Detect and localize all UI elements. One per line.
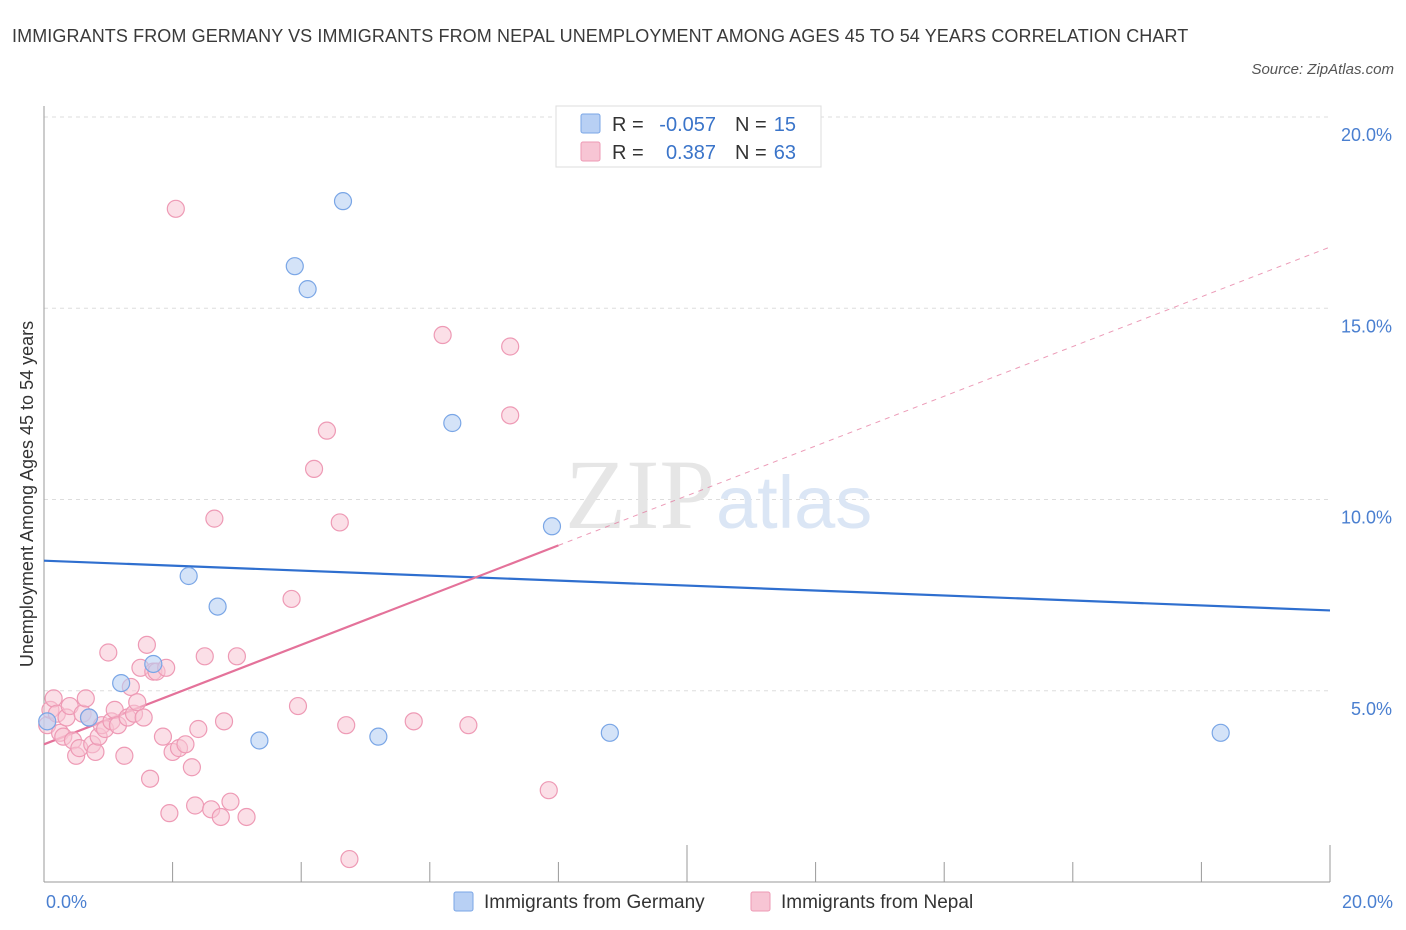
legend-nepal-r-value: 0.387 [666, 142, 716, 164]
x-tick-label-0: 0.0% [46, 892, 87, 912]
nepal-point-23 [115, 746, 134, 765]
nepal-point-64 [539, 781, 558, 800]
watermark-atlas: atlas [716, 461, 872, 544]
legend-germany-r-value: -0.057 [659, 114, 716, 136]
legend-germany-swatch [580, 113, 601, 134]
legend-germany-n-value: 15 [774, 114, 796, 136]
nepal-point-63 [501, 406, 520, 425]
nepal-point-47 [211, 807, 230, 827]
nepal-point-53 [288, 696, 308, 716]
germany-point-8 [298, 280, 317, 299]
germany-point-4 [179, 566, 198, 586]
y-axis-label: Unemployment Among Ages 45 to 54 years [17, 321, 37, 667]
nepal-point-49 [221, 792, 240, 811]
nepal-point-27 [128, 693, 147, 712]
watermark-zip: ZIP [565, 439, 715, 550]
nepal-point-59 [404, 712, 423, 731]
nepal-point-62 [501, 337, 520, 356]
nepal-point-50 [227, 647, 246, 666]
nepal-point-36 [160, 804, 179, 823]
germany-point-1 [79, 708, 99, 727]
axes [43, 106, 1331, 883]
germany-point-10 [369, 727, 388, 746]
grid-lines [44, 116, 1330, 692]
legend-nepal-n-label: N = [735, 142, 767, 164]
germany-point-0 [38, 712, 57, 731]
legend-nepal-n-value: 63 [774, 142, 796, 164]
y-tick-label-2: 15.0% [1341, 316, 1392, 336]
bottom-legend-nepal: Immigrants from Nepal [781, 892, 973, 913]
germany-point-12 [542, 517, 562, 536]
nepal-point-51 [237, 807, 256, 827]
germany-trend-line [43, 559, 1331, 612]
nepal-point-48 [214, 712, 234, 731]
nepal-point-58 [340, 849, 359, 869]
nepal-trend-extension [558, 246, 1331, 546]
chart-title: IMMIGRANTS FROM GERMANY VS IMMIGRANTS FR… [12, 26, 1189, 46]
germany-point-2 [112, 673, 131, 693]
legend-germany-n-label: N = [735, 114, 767, 136]
y-tick-label-3: 20.0% [1341, 125, 1392, 145]
y-tick-label-0: 5.0% [1351, 699, 1392, 719]
germany-point-14 [1211, 723, 1230, 742]
bottom-legend-nepal-swatch [750, 891, 771, 912]
nepal-point-38 [166, 199, 185, 218]
x-tick-labels: 0.0% 20.0% [46, 892, 1393, 912]
nepal-point-46 [205, 509, 224, 528]
nepal-point-41 [182, 758, 201, 777]
germany-point-9 [333, 192, 353, 211]
nepal-point-29 [134, 708, 153, 727]
bottom-legend-germany: Immigrants from Germany [484, 892, 705, 913]
nepal-point-61 [459, 716, 478, 735]
germany-point-6 [250, 731, 269, 750]
nepal-point-54 [304, 459, 324, 478]
germany-point-3 [144, 654, 163, 674]
germany-points [38, 192, 1230, 750]
y-tick-labels: 5.0% 10.0% 15.0% 20.0% [1341, 125, 1392, 719]
nepal-point-40 [176, 735, 195, 754]
nepal-point-30 [137, 635, 156, 654]
nepal-point-43 [189, 719, 208, 739]
nepal-point-12 [76, 689, 95, 708]
germany-point-13 [600, 723, 619, 742]
correlation-legend: R = -0.057 N = 15 R = 0.387 N = 63 [555, 105, 822, 168]
nepal-point-2 [44, 689, 63, 708]
bottom-legend-germany-swatch [453, 891, 474, 912]
nepal-point-34 [153, 727, 173, 746]
nepal-point-57 [337, 716, 356, 735]
nepal-point-55 [317, 421, 337, 440]
nepal-point-31 [140, 769, 160, 788]
nepal-point-19 [99, 643, 118, 662]
nepal-point-60 [433, 325, 452, 345]
nepal-point-15 [86, 742, 105, 762]
series-legend: Immigrants from Germany Immigrants from … [453, 891, 973, 913]
y-tick-label-1: 10.0% [1341, 508, 1392, 528]
nepal-point-42 [186, 796, 205, 815]
legend-germany-r-label: R = [612, 114, 644, 136]
legend-nepal-r-label: R = [612, 142, 644, 164]
nepal-point-44 [195, 647, 214, 666]
nepal-point-52 [282, 589, 301, 609]
germany-point-11 [443, 413, 462, 433]
nepal-point-56 [330, 513, 349, 532]
germany-point-5 [208, 597, 227, 616]
legend-nepal-swatch [580, 141, 601, 162]
source-label: Source: ZipAtlas.com [1251, 61, 1394, 78]
germany-point-7 [285, 257, 304, 276]
x-tick-label-1: 20.0% [1342, 892, 1393, 912]
nepal-points [38, 199, 558, 869]
